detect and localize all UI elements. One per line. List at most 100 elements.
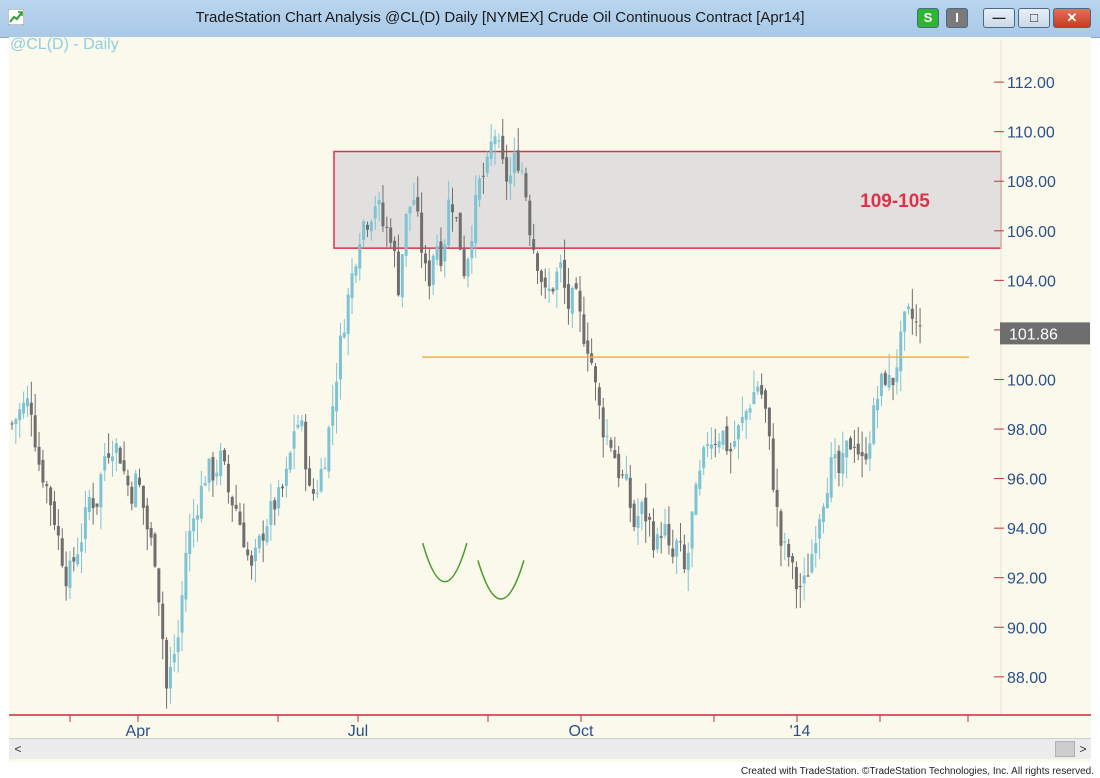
- close-button[interactable]: ✕: [1053, 8, 1091, 28]
- candle-body: [323, 467, 327, 470]
- candle-body: [849, 438, 853, 450]
- y-tick-label: 96.00: [1007, 472, 1047, 489]
- candle-body: [280, 486, 284, 489]
- candle-body: [319, 469, 323, 492]
- candle-body: [694, 484, 698, 515]
- horizontal-scrollbar[interactable]: < >: [9, 738, 1091, 759]
- scroll-right-arrow-icon[interactable]: >: [1079, 742, 1087, 756]
- candle-body: [296, 424, 300, 428]
- candle-body: [698, 470, 702, 490]
- candle-body: [702, 447, 706, 469]
- candle-body: [195, 515, 199, 520]
- candle-body: [400, 254, 404, 298]
- x-tick-label: Apr: [126, 723, 152, 740]
- candle-body: [856, 443, 860, 455]
- candle-body: [748, 408, 752, 413]
- candle-body: [659, 536, 663, 538]
- candle-body: [381, 202, 385, 227]
- candle-body: [451, 204, 455, 213]
- candle-body: [176, 637, 180, 653]
- candle-body: [551, 288, 555, 292]
- candle-body: [327, 427, 331, 472]
- candle-body: [165, 639, 169, 689]
- credit-text: Created with TradeStation. ©TradeStation…: [740, 766, 1094, 777]
- candle-body: [914, 321, 918, 323]
- candle-body: [864, 453, 868, 460]
- candle-body: [64, 566, 68, 587]
- candle-body: [126, 475, 130, 486]
- candle-body: [114, 443, 118, 453]
- minimize-icon: —: [992, 10, 1006, 25]
- candle-body: [814, 543, 818, 554]
- maximize-button[interactable]: □: [1018, 8, 1050, 28]
- candle-body: [338, 335, 342, 380]
- candle-body: [655, 534, 659, 550]
- last-price-label: 101.86: [1009, 326, 1058, 343]
- candle-body: [207, 458, 211, 483]
- candle-body: [574, 283, 578, 289]
- resistance-zone: [333, 150, 1002, 249]
- candle-body: [377, 200, 381, 205]
- candle-body: [872, 405, 876, 444]
- candle-body: [458, 212, 462, 250]
- candle-body: [427, 260, 431, 287]
- scrollbar-thumb[interactable]: [1055, 741, 1075, 757]
- candle-body: [779, 511, 783, 546]
- candle-body: [211, 457, 215, 481]
- candle-body: [134, 473, 138, 508]
- candle-body: [818, 519, 822, 539]
- candle-body: [760, 385, 764, 395]
- candle-body: [582, 314, 586, 344]
- candle-body: [277, 487, 281, 509]
- candle-body: [841, 452, 845, 474]
- candle-body: [505, 157, 509, 182]
- candle-body: [99, 474, 103, 508]
- candle-body: [791, 556, 795, 563]
- candle-body: [389, 227, 393, 243]
- candle-body: [53, 501, 57, 526]
- candle-body: [752, 392, 756, 405]
- candle-body: [308, 468, 312, 486]
- candle-body: [265, 526, 269, 543]
- candle-body: [288, 452, 292, 470]
- candle-body: [825, 493, 829, 509]
- candle-body: [188, 530, 192, 554]
- candle-body: [806, 575, 810, 577]
- candle-body: [253, 547, 257, 562]
- tradestation-s-button[interactable]: S: [917, 8, 939, 28]
- candle-body: [83, 507, 87, 539]
- scroll-left-arrow-icon[interactable]: <: [14, 742, 22, 756]
- candle-body: [764, 390, 768, 409]
- candle-body: [906, 306, 910, 309]
- candle-body: [798, 585, 802, 588]
- candle-body: [14, 419, 18, 425]
- candle-body: [497, 140, 501, 142]
- candle-body: [242, 522, 246, 548]
- candle-body: [729, 448, 733, 452]
- candle-body: [184, 552, 188, 600]
- info-i-button[interactable]: I: [946, 8, 968, 28]
- candle-body: [675, 540, 679, 557]
- candle-body: [682, 544, 686, 570]
- candle-body: [478, 178, 482, 200]
- candle-body: [771, 438, 775, 490]
- candle-body: [91, 498, 95, 509]
- candle-body: [543, 277, 547, 288]
- candle-body: [138, 477, 142, 485]
- candle-body: [161, 603, 165, 640]
- candle-body: [149, 527, 153, 538]
- candle-body: [721, 430, 725, 445]
- minimize-button[interactable]: —: [983, 8, 1015, 28]
- candle-body: [690, 511, 694, 549]
- candle-body: [794, 567, 798, 590]
- candle-body: [76, 554, 80, 565]
- candle-body: [261, 533, 265, 541]
- candle-body: [130, 486, 134, 504]
- candle-body: [223, 450, 227, 462]
- candle-body: [829, 457, 833, 498]
- candle-body: [744, 411, 748, 420]
- candle-body: [563, 259, 567, 288]
- candle-body: [767, 407, 771, 437]
- candle-body: [802, 575, 806, 584]
- candle-body: [60, 538, 64, 566]
